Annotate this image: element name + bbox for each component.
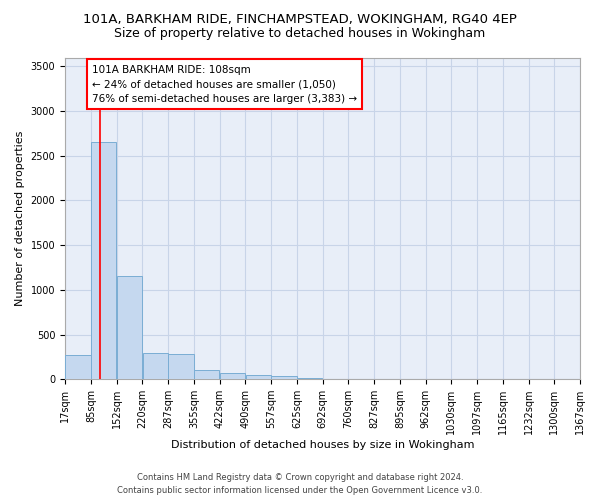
Bar <box>91 142 116 379</box>
Bar <box>194 370 219 379</box>
Bar <box>246 375 271 379</box>
Bar <box>117 276 142 379</box>
Bar <box>271 376 296 379</box>
Bar <box>168 354 194 379</box>
Text: 101A BARKHAM RIDE: 108sqm
← 24% of detached houses are smaller (1,050)
76% of se: 101A BARKHAM RIDE: 108sqm ← 24% of detac… <box>92 64 357 104</box>
Bar <box>297 378 322 379</box>
Text: Contains HM Land Registry data © Crown copyright and database right 2024.
Contai: Contains HM Land Registry data © Crown c… <box>118 474 482 495</box>
Bar <box>65 355 91 379</box>
Text: Size of property relative to detached houses in Wokingham: Size of property relative to detached ho… <box>115 28 485 40</box>
X-axis label: Distribution of detached houses by size in Wokingham: Distribution of detached houses by size … <box>171 440 474 450</box>
Text: 101A, BARKHAM RIDE, FINCHAMPSTEAD, WOKINGHAM, RG40 4EP: 101A, BARKHAM RIDE, FINCHAMPSTEAD, WOKIN… <box>83 12 517 26</box>
Y-axis label: Number of detached properties: Number of detached properties <box>15 130 25 306</box>
Bar <box>143 354 168 379</box>
Bar <box>220 374 245 379</box>
